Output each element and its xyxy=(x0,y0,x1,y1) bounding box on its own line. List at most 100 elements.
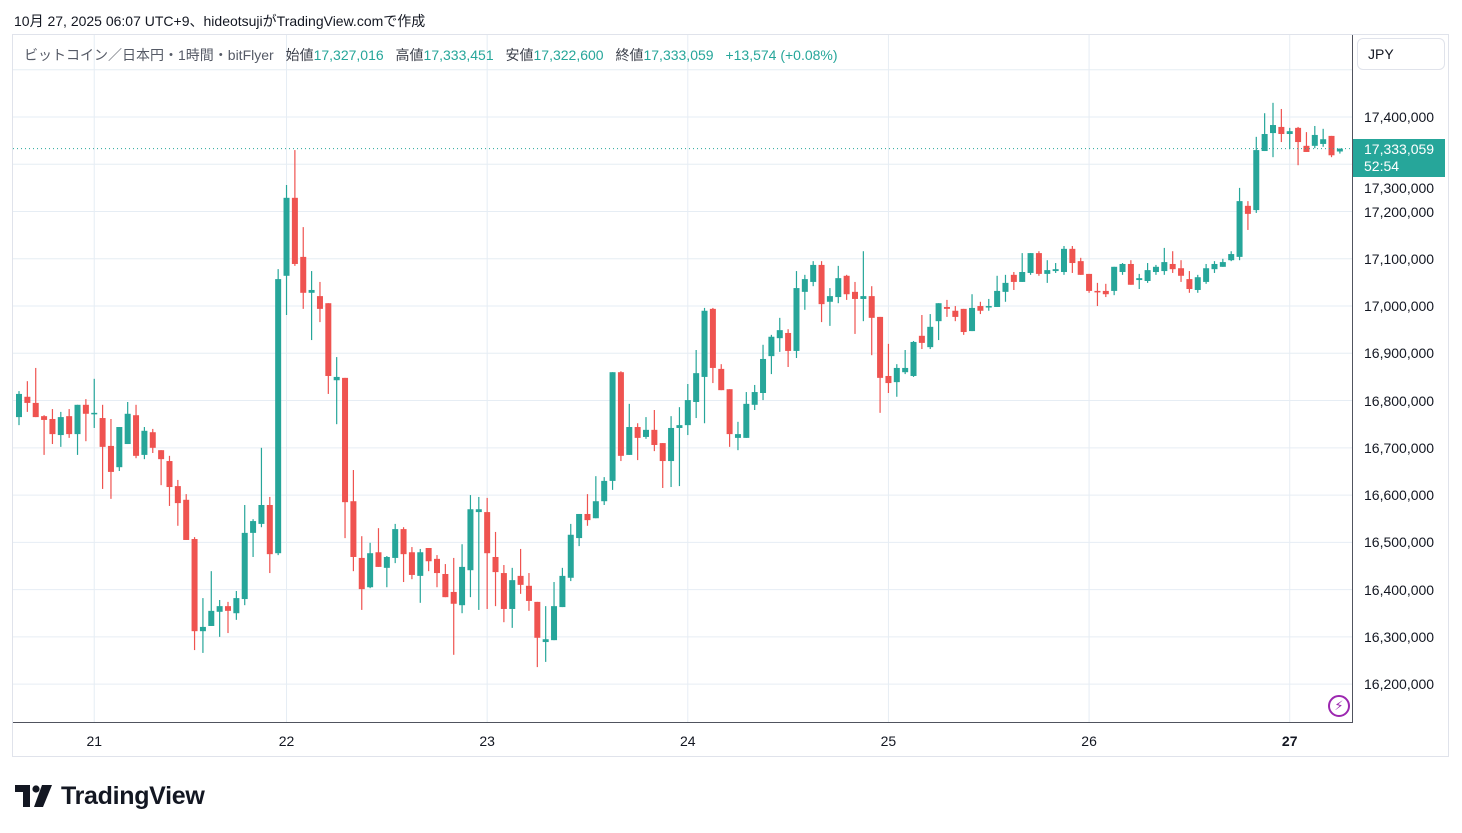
candle[interactable] xyxy=(158,450,165,486)
candle[interactable] xyxy=(1094,282,1101,307)
candle[interactable] xyxy=(776,317,783,352)
candle[interactable] xyxy=(500,565,507,623)
candle[interactable] xyxy=(1211,261,1218,273)
candle[interactable] xyxy=(166,455,173,506)
candle[interactable] xyxy=(141,427,148,460)
candle[interactable] xyxy=(935,303,942,341)
candle[interactable] xyxy=(534,601,541,668)
candle[interactable] xyxy=(701,307,708,424)
candle[interactable] xyxy=(492,531,499,607)
candle[interactable] xyxy=(1119,263,1126,275)
candle[interactable] xyxy=(1244,201,1251,230)
candle[interactable] xyxy=(751,384,758,411)
candle[interactable] xyxy=(1194,274,1201,293)
candle[interactable] xyxy=(542,606,549,662)
candle[interactable] xyxy=(1286,127,1293,150)
candle[interactable] xyxy=(1178,260,1185,282)
price-axis[interactable]: 16,200,000 16,300,000 16,400,000 16,500,000… xyxy=(1352,35,1449,723)
candle[interactable] xyxy=(768,334,775,375)
candle[interactable] xyxy=(183,494,190,540)
candle[interactable] xyxy=(174,479,181,526)
candle[interactable] xyxy=(1010,272,1017,290)
candle[interactable] xyxy=(1077,257,1084,275)
candle[interactable] xyxy=(927,314,934,350)
candle[interactable] xyxy=(893,364,900,397)
candle[interactable] xyxy=(333,357,340,425)
candle[interactable] xyxy=(1253,136,1260,213)
candle[interactable] xyxy=(107,418,114,499)
candle[interactable] xyxy=(66,409,73,438)
candle[interactable] xyxy=(1044,260,1051,283)
candle[interactable] xyxy=(1278,108,1285,143)
candle[interactable] xyxy=(1002,274,1009,302)
symbol-title[interactable]: ビットコイン／日本円・1時間・bitFlyer xyxy=(24,47,274,63)
candle[interactable] xyxy=(16,391,22,426)
candle[interactable] xyxy=(116,427,123,471)
currency-button[interactable]: JPY xyxy=(1357,38,1445,70)
candle[interactable] xyxy=(860,251,867,322)
candle[interactable] xyxy=(1236,187,1243,261)
candle[interactable] xyxy=(291,150,298,266)
lightning-icon[interactable]: ⚡ xyxy=(1328,695,1350,717)
candle[interactable] xyxy=(684,384,691,436)
candle[interactable] xyxy=(459,544,466,614)
candle[interactable] xyxy=(442,564,449,598)
candle[interactable] xyxy=(225,601,231,634)
candle[interactable] xyxy=(484,497,491,609)
candle[interactable] xyxy=(1069,246,1076,273)
candle[interactable] xyxy=(283,185,290,316)
candle[interactable] xyxy=(316,281,323,323)
candle[interactable] xyxy=(559,567,566,608)
candle[interactable] xyxy=(609,372,616,490)
candle[interactable] xyxy=(668,416,675,488)
candle[interactable] xyxy=(885,343,892,393)
candle[interactable] xyxy=(626,403,633,455)
candle[interactable] xyxy=(199,598,206,653)
candle[interactable] xyxy=(584,494,591,526)
candle[interactable] xyxy=(1111,266,1118,296)
candle[interactable] xyxy=(1035,251,1042,276)
candle[interactable] xyxy=(308,271,315,341)
candle[interactable] xyxy=(275,269,282,556)
candle[interactable] xyxy=(300,227,307,309)
candle[interactable] xyxy=(1102,283,1109,298)
candle[interactable] xyxy=(367,542,374,589)
candle[interactable] xyxy=(994,275,1001,307)
candle[interactable] xyxy=(400,527,407,583)
time-axis[interactable]: 21 22 23 24 25 26 27 xyxy=(13,722,1352,757)
candle[interactable] xyxy=(952,306,959,322)
candle[interactable] xyxy=(1261,113,1268,152)
candle[interactable] xyxy=(1127,260,1134,285)
candle[interactable] xyxy=(32,367,39,418)
candle[interactable] xyxy=(41,415,48,455)
candle[interactable] xyxy=(375,528,382,567)
candle[interactable] xyxy=(760,344,767,401)
candle[interactable] xyxy=(592,476,599,519)
candle[interactable] xyxy=(818,261,825,323)
candle[interactable] xyxy=(793,271,800,359)
candle[interactable] xyxy=(1228,251,1235,262)
candle[interactable] xyxy=(1311,125,1318,149)
candle[interactable] xyxy=(124,401,131,445)
candle[interactable] xyxy=(99,404,106,489)
candle[interactable] xyxy=(91,378,98,428)
candle[interactable] xyxy=(918,315,925,350)
candle[interactable] xyxy=(852,281,858,334)
candle[interactable] xyxy=(258,447,265,528)
candle[interactable] xyxy=(24,381,31,412)
candle[interactable] xyxy=(1295,126,1302,166)
candle[interactable] xyxy=(1303,132,1310,152)
candle[interactable] xyxy=(241,504,248,606)
candle[interactable] xyxy=(250,519,257,557)
candle[interactable] xyxy=(877,316,884,413)
candle[interactable] xyxy=(709,307,716,384)
candle[interactable] xyxy=(325,303,332,394)
candle[interactable] xyxy=(350,470,357,572)
candle[interactable] xyxy=(74,404,81,455)
candle[interactable] xyxy=(576,513,583,547)
candle[interactable] xyxy=(517,548,524,594)
candle[interactable] xyxy=(801,274,808,310)
candle[interactable] xyxy=(826,288,833,326)
candle[interactable] xyxy=(835,265,842,304)
candle[interactable] xyxy=(676,407,683,487)
